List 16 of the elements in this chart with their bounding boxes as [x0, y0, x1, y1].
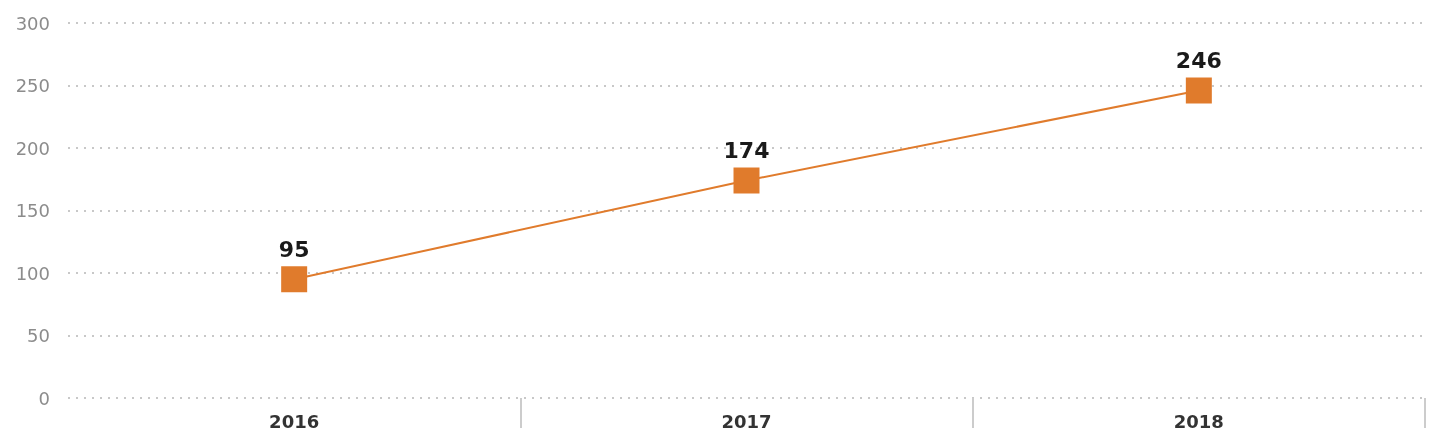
x-tick-label: 2016: [269, 410, 320, 432]
y-tick-label: 50: [27, 325, 50, 346]
data-label: 174: [723, 138, 770, 163]
data-label: 95: [278, 236, 310, 262]
x-tick-label: 2017: [721, 410, 772, 432]
x-tick-label: 2018: [1173, 410, 1224, 432]
y-tick-label: 250: [15, 75, 50, 96]
y-tick-label: 0: [38, 387, 50, 409]
point: [1185, 77, 1212, 104]
y-tick-label: 150: [15, 200, 50, 221]
data-label: 246: [1175, 48, 1222, 73]
point: [281, 266, 308, 293]
y-tick-label: 200: [15, 137, 50, 159]
point: [733, 167, 760, 194]
y-tick-label: 300: [15, 12, 50, 34]
y-tick-label: 100: [15, 262, 50, 284]
